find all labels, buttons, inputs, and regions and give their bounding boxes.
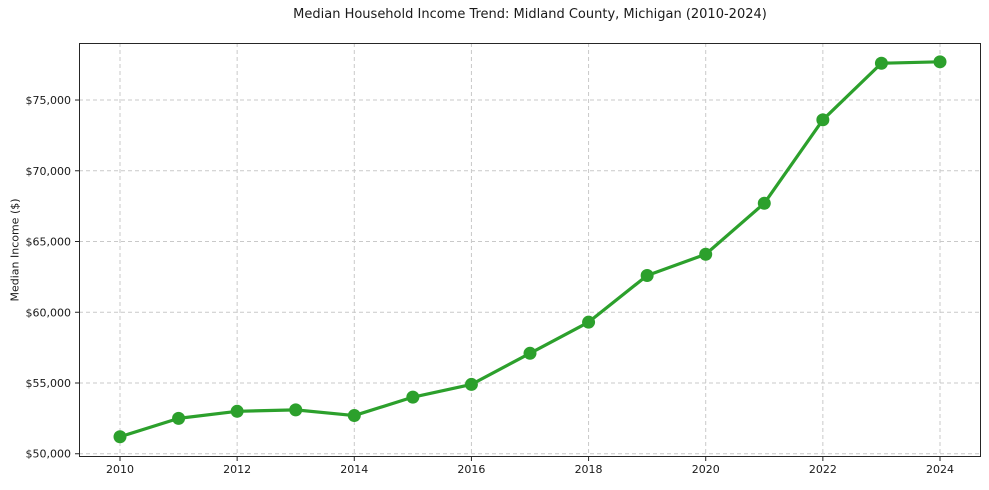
x-tick-label: 2022 [809, 463, 837, 476]
y-tick-label: $60,000 [26, 306, 72, 319]
y-tick-label: $55,000 [26, 377, 72, 390]
x-tick-label: 2012 [223, 463, 251, 476]
data-point-marker [757, 196, 771, 210]
y-tick-label: $70,000 [26, 165, 72, 178]
y-tick-label: $75,000 [26, 94, 72, 107]
x-tick-label: 2014 [340, 463, 368, 476]
data-point-marker [933, 55, 947, 69]
chart-title: Median Household Income Trend: Midland C… [293, 7, 767, 22]
plot-frame [79, 43, 981, 457]
y-tick-label: $65,000 [26, 236, 72, 249]
data-point-marker [582, 315, 596, 329]
data-point-marker [874, 56, 888, 70]
data-point-marker [464, 377, 478, 391]
x-tick-label: 2020 [692, 463, 720, 476]
data-point-marker [347, 409, 361, 423]
data-point-marker [172, 411, 186, 425]
x-tick-label: 2018 [575, 463, 603, 476]
data-point-marker [640, 268, 654, 282]
data-point-marker [113, 430, 127, 444]
data-point-marker [523, 346, 537, 360]
data-point-marker [230, 404, 244, 418]
data-point-marker [289, 403, 303, 417]
x-tick-label: 2016 [457, 463, 485, 476]
y-tick-label: $50,000 [26, 448, 72, 461]
x-tick-label: 2010 [106, 463, 134, 476]
data-point-marker [816, 113, 830, 127]
x-tick-label: 2024 [926, 463, 954, 476]
data-point-marker [406, 390, 420, 404]
data-point-marker [699, 247, 713, 261]
